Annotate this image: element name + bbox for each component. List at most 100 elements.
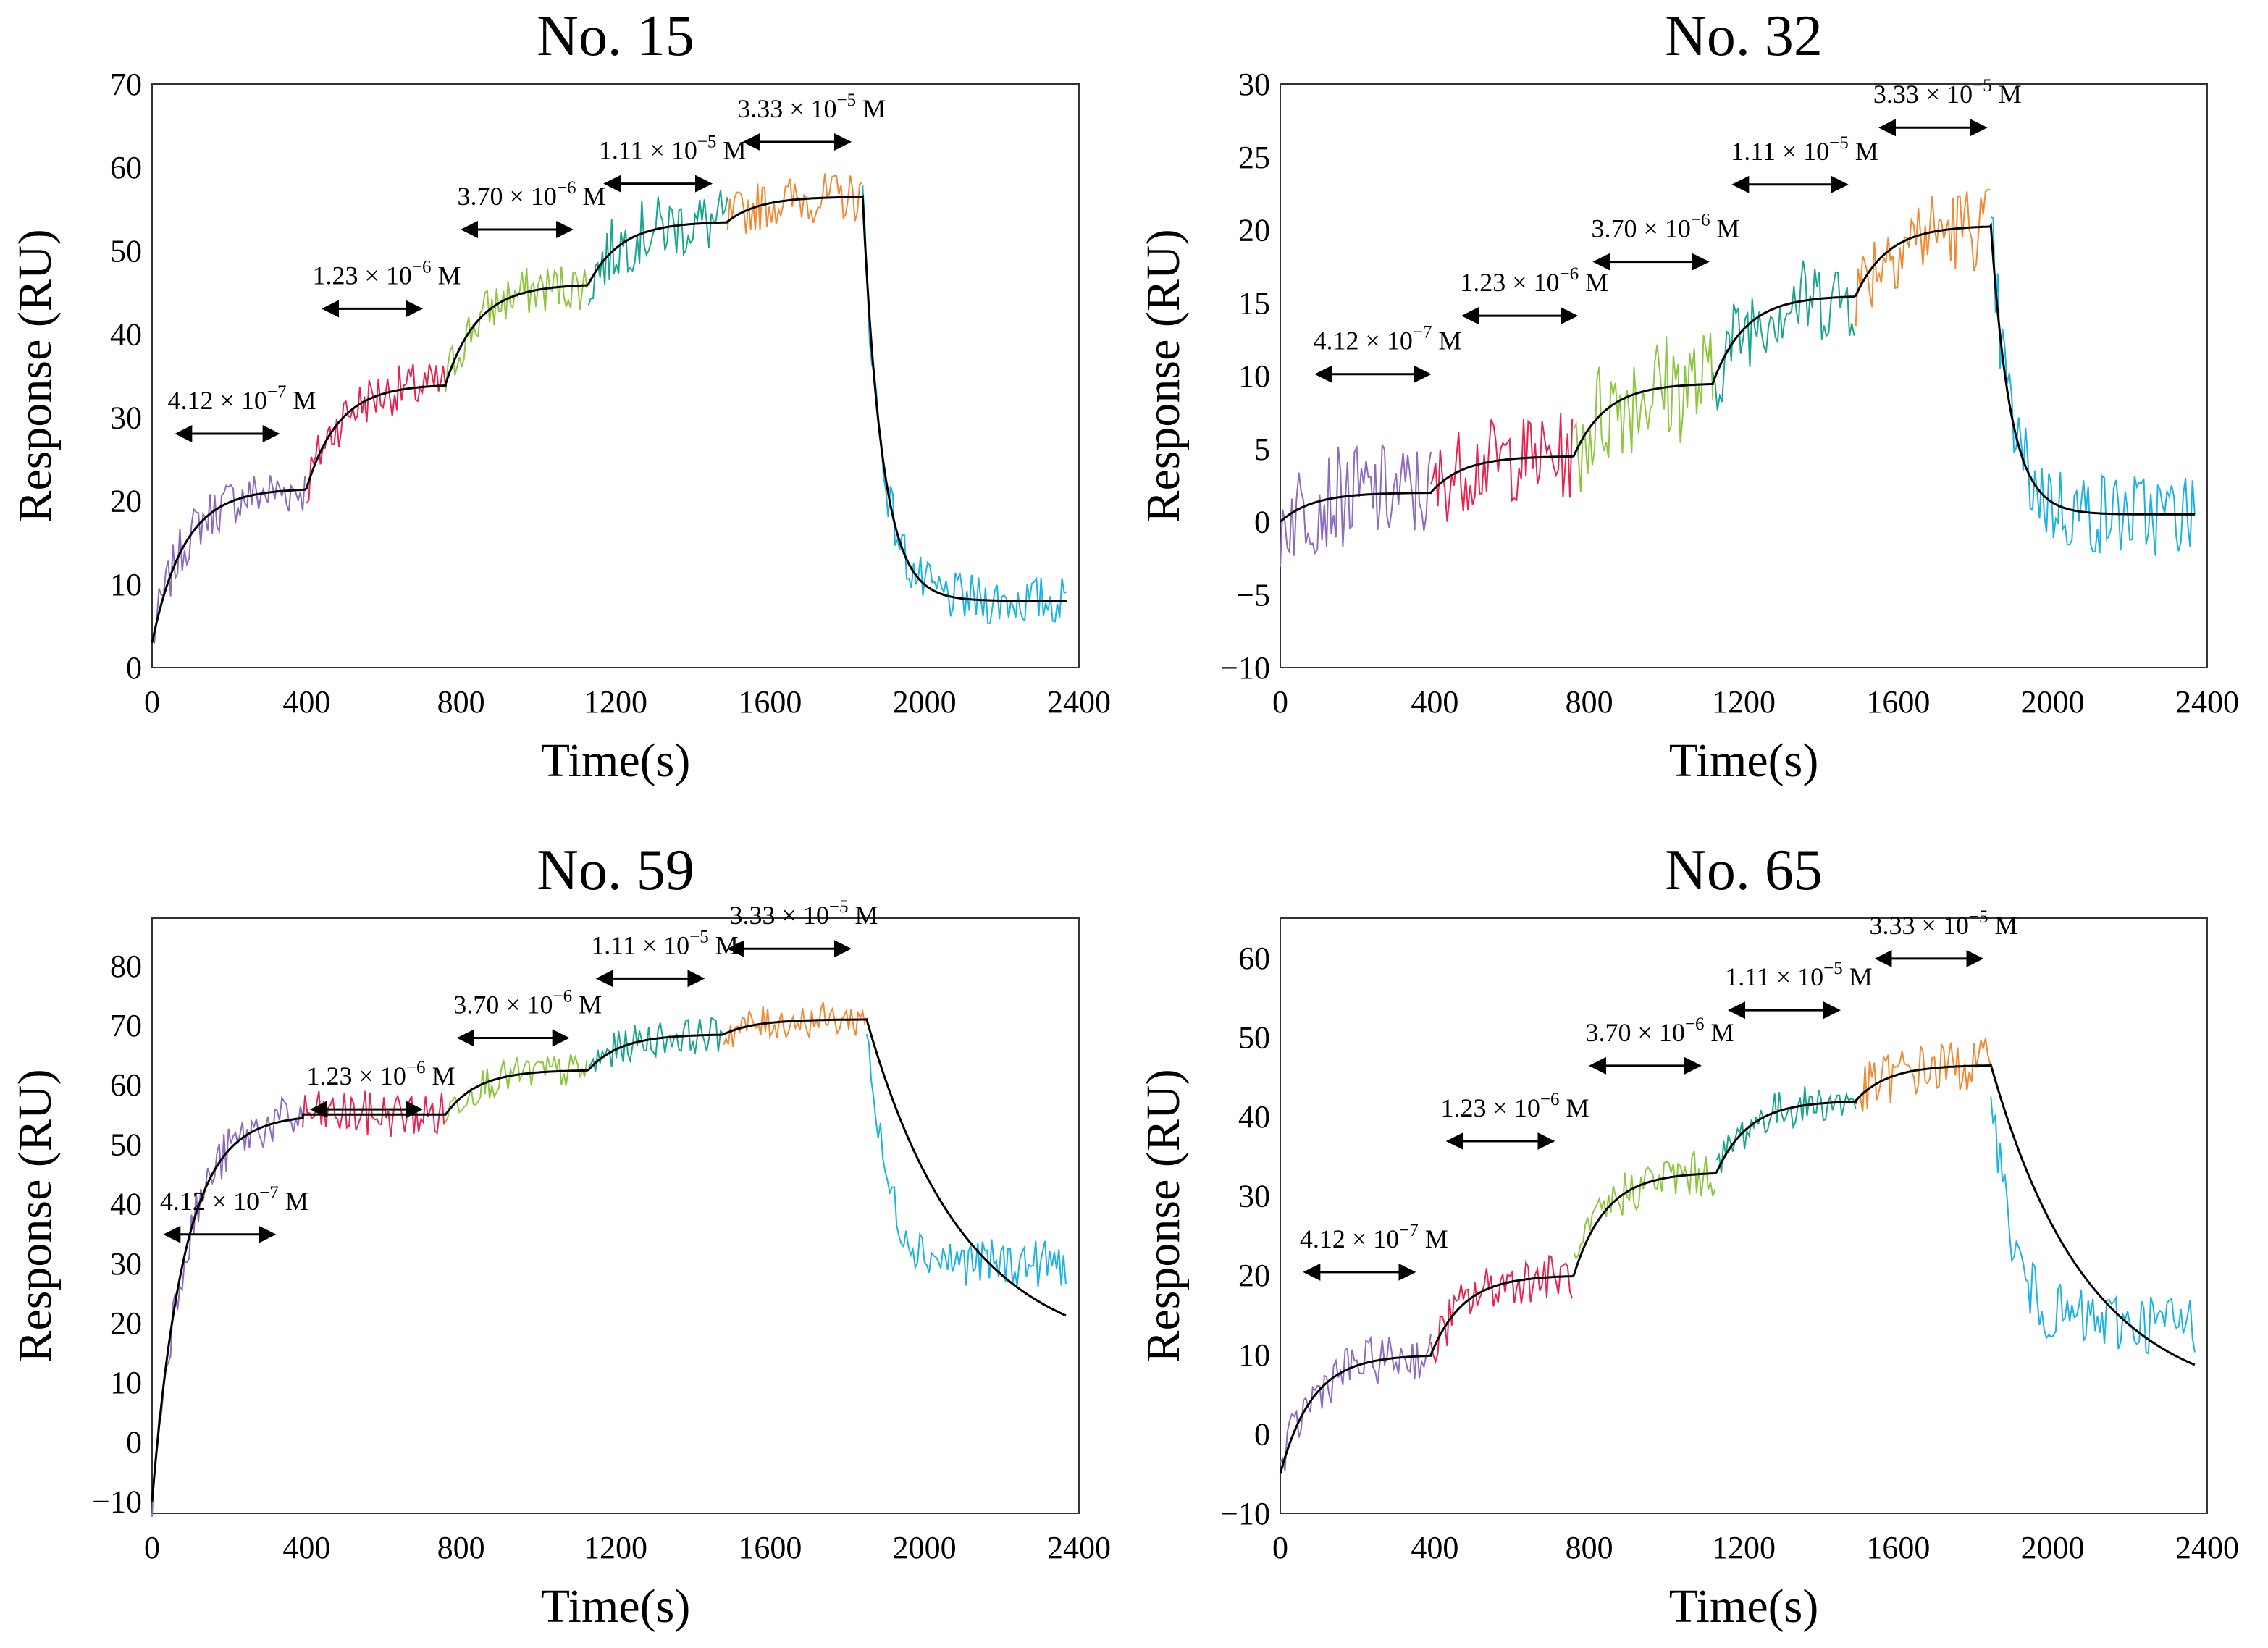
x-axis-label: Time(s)	[1669, 1580, 1819, 1633]
x-tick-label: 1200	[584, 1530, 647, 1565]
x-tick-label: 400	[282, 1530, 330, 1565]
sensorgram-series-2	[302, 1090, 445, 1138]
y-tick-label: 50	[1238, 1020, 1270, 1055]
y-tick-label: −5	[1236, 577, 1270, 613]
x-tick-label: 1600	[1866, 1530, 1930, 1565]
y-tick-label: 70	[110, 67, 142, 102]
y-tick-label: 20	[1238, 1258, 1270, 1293]
y-tick-label: 25	[1238, 140, 1270, 175]
y-tick-label: 10	[1238, 358, 1270, 394]
x-axis-label: Time(s)	[541, 1580, 691, 1633]
dissociation-series	[1990, 1096, 2196, 1355]
sensorgram-series-1	[151, 475, 306, 644]
sensorgram-series-3	[1573, 1151, 1716, 1260]
sensorgram-series-3	[445, 266, 588, 392]
plot-frame	[1280, 83, 2208, 668]
sensorgram-series-3	[445, 1054, 588, 1123]
y-tick-label: 60	[110, 1067, 142, 1103]
x-tick-label: 1600	[738, 1530, 802, 1565]
concentration-label: 3.33 × 10−5 M	[737, 91, 886, 123]
y-tick-label: 50	[110, 233, 142, 269]
dissociation-series	[862, 185, 1067, 624]
y-tick-label: 60	[110, 150, 142, 185]
x-tick-label: 800	[437, 1530, 485, 1565]
x-tick-label: 800	[1566, 1530, 1613, 1565]
fitted-curve	[151, 1018, 1067, 1502]
x-tick-label: 2400	[2175, 1530, 2239, 1565]
concentration-label: 3.33 × 10−5 M	[730, 897, 878, 930]
y-tick-label: −10	[1220, 1496, 1270, 1531]
y-axis-label: Response (RU)	[9, 229, 62, 522]
fitted-curve	[1280, 222, 2195, 523]
plot-frame	[151, 917, 1080, 1514]
plot-frame	[1280, 917, 2208, 1514]
dissociation-series	[1990, 216, 2196, 556]
y-tick-label: 60	[1238, 941, 1270, 976]
concentration-label: 4.12 × 10−7 M	[1300, 1221, 1448, 1253]
chart-title: No. 65	[1665, 838, 1823, 902]
y-tick-label: 20	[110, 484, 142, 519]
y-tick-label: 30	[1238, 67, 1270, 102]
x-tick-label: 2400	[2175, 684, 2239, 720]
chart-title: No. 15	[537, 4, 694, 68]
sensorgram-series-5	[723, 1001, 866, 1047]
chart-panel-1: No. 15 0 400 800 1200 1600 2000 2400 0 10 20 30 40 50…	[9, 4, 1111, 787]
y-tick-label: 30	[110, 1246, 142, 1282]
y-axis-label: Response (RU)	[9, 1069, 62, 1362]
x-tick-label: 0	[1272, 684, 1288, 720]
y-tick-label: 20	[110, 1306, 142, 1341]
sensorgram-series-1	[1280, 444, 1432, 567]
concentration-label: 3.33 × 10−5 M	[1870, 907, 2018, 940]
sensorgram-series-4	[1715, 1086, 1857, 1173]
sensorgram-series-1	[151, 1096, 303, 1517]
y-tick-label: 0	[1254, 1416, 1270, 1452]
y-tick-label: 40	[110, 1187, 142, 1222]
y-tick-label: 30	[1238, 1179, 1270, 1214]
x-tick-label: 2400	[1047, 684, 1111, 720]
y-tick-label: 40	[110, 316, 142, 352]
dissociation-series	[865, 1033, 1067, 1287]
concentration-label: 3.70 × 10−6 M	[1586, 1014, 1734, 1047]
x-axis-label: Time(s)	[1669, 734, 1819, 787]
concentration-label: 3.33 × 10−5 M	[1873, 76, 2022, 109]
concentration-label: 1.23 × 10−6 M	[1460, 264, 1608, 297]
x-tick-label: 0	[144, 1530, 160, 1565]
y-tick-label: 0	[126, 1424, 142, 1460]
x-tick-label: 800	[437, 684, 485, 720]
y-axis-label: Response (RU)	[1137, 1069, 1190, 1362]
x-tick-label: 2000	[893, 684, 957, 720]
y-tick-label: 40	[1238, 1099, 1270, 1135]
x-tick-label: 0	[144, 684, 160, 720]
y-tick-label: 0	[1254, 505, 1270, 540]
sensorgram-series-3	[1573, 333, 1714, 492]
x-axis-label: Time(s)	[541, 734, 691, 787]
concentration-label: 1.11 × 10−5 M	[599, 133, 747, 165]
x-tick-label: 400	[1411, 684, 1458, 720]
sensorgram-series-5	[1855, 1038, 1991, 1112]
y-tick-label: 80	[110, 949, 142, 984]
concentration-label: 3.70 × 10−6 M	[1592, 211, 1740, 243]
x-tick-label: 1200	[1712, 684, 1776, 720]
chart-title: No. 32	[1665, 4, 1823, 68]
y-tick-label: 70	[110, 1008, 142, 1043]
x-tick-label: 0	[1272, 1530, 1288, 1565]
x-tick-label: 1600	[738, 684, 802, 720]
sensorgram-series-2	[1430, 1254, 1574, 1365]
x-tick-label: 2000	[893, 1530, 957, 1565]
sensorgram-series-2	[306, 363, 447, 504]
x-tick-label: 800	[1566, 684, 1613, 720]
y-tick-label: −10	[1220, 650, 1270, 686]
sensorgram-series-5	[1855, 188, 1991, 327]
sensorgram-series-4	[587, 1016, 724, 1072]
chart-panel-3: No. 590 400 800 1200 1600 2000 2400−1001020304…	[9, 838, 1111, 1633]
y-tick-label: 15	[1238, 285, 1270, 321]
sensorgram-series-1	[1280, 1334, 1432, 1471]
concentration-label: 4.12 × 10−7 M	[168, 382, 316, 415]
chart-title: No. 59	[537, 838, 694, 902]
y-tick-label: 5	[1254, 432, 1270, 467]
concentration-label: 3.70 × 10−6 M	[453, 987, 602, 1020]
sensorgram-series-4	[587, 190, 728, 306]
x-tick-label: 2000	[2021, 684, 2085, 720]
x-tick-label: 400	[1411, 1530, 1458, 1565]
